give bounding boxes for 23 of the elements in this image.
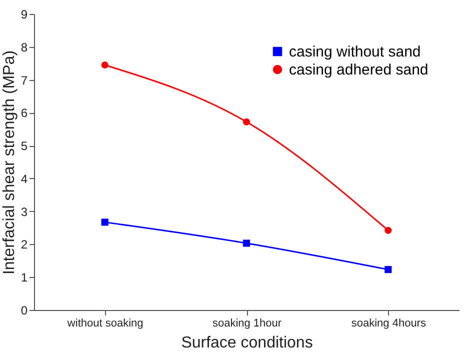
y-tick-label: 6 [20, 106, 28, 120]
y-tick-label: 8 [20, 40, 28, 54]
y-axis-title: Interfacial shear strength (MPa) [0, 50, 18, 275]
legend-label: casing adhered sand [289, 62, 428, 78]
point [242, 240, 250, 247]
y-tick-label: 3 [20, 204, 28, 219]
x-tick-label: without soaking [66, 318, 144, 330]
point [101, 61, 108, 69]
point [101, 218, 108, 226]
y-tick-label: 4 [20, 172, 28, 186]
y-tick-label: 9 [20, 8, 28, 22]
x-tick-label: soaking 4hours [351, 318, 426, 330]
y-tick-label: 1 [20, 270, 28, 285]
y-tick-label: 7 [20, 73, 28, 88]
x-tick-label: soaking 1hour [212, 318, 282, 330]
point [242, 118, 250, 126]
point [384, 226, 392, 234]
point [384, 266, 392, 274]
legend-label: casing without sand [289, 44, 421, 60]
y-tick-label: 0 [20, 304, 28, 318]
y-tick-label: 2 [20, 238, 28, 252]
x-axis-title: Surface conditions [181, 334, 313, 352]
y-tick-label: 5 [20, 139, 28, 154]
